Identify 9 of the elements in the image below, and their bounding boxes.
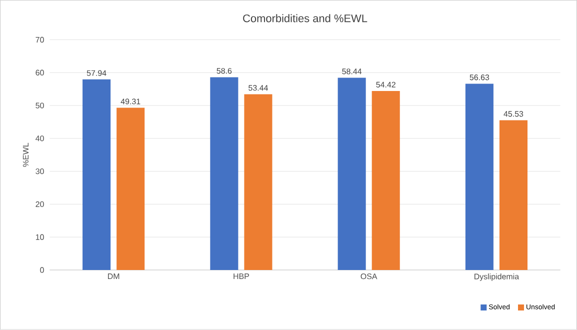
bar bbox=[116, 108, 145, 270]
chart-title: Comorbidities and %EWL bbox=[243, 14, 368, 22]
bar bbox=[338, 78, 366, 270]
bar bbox=[499, 120, 528, 270]
bar bbox=[210, 77, 238, 270]
bar bbox=[372, 91, 400, 270]
bar bbox=[465, 84, 494, 270]
bar bbox=[244, 94, 272, 270]
bar bbox=[82, 80, 111, 270]
